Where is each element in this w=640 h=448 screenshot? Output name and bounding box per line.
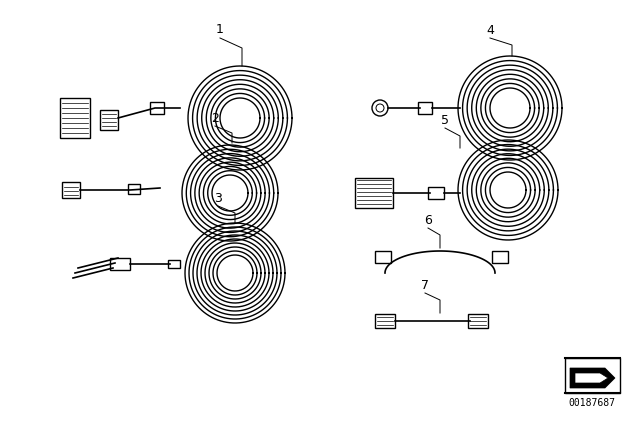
FancyBboxPatch shape — [355, 178, 393, 208]
FancyBboxPatch shape — [375, 314, 395, 328]
Text: 1: 1 — [216, 23, 224, 36]
Text: 7: 7 — [421, 279, 429, 292]
Circle shape — [376, 104, 384, 112]
FancyBboxPatch shape — [110, 258, 130, 270]
Text: 5: 5 — [441, 114, 449, 127]
Text: 00187687: 00187687 — [568, 398, 616, 408]
FancyBboxPatch shape — [60, 98, 90, 138]
Circle shape — [372, 100, 388, 116]
Bar — [565, 358, 620, 393]
FancyBboxPatch shape — [128, 184, 140, 194]
FancyBboxPatch shape — [62, 182, 80, 198]
FancyBboxPatch shape — [468, 314, 488, 328]
FancyBboxPatch shape — [492, 251, 508, 263]
FancyBboxPatch shape — [150, 102, 164, 114]
FancyBboxPatch shape — [428, 187, 444, 199]
Text: 6: 6 — [424, 214, 432, 227]
Polygon shape — [575, 373, 608, 383]
Polygon shape — [570, 368, 615, 388]
Text: 3: 3 — [214, 192, 222, 205]
FancyBboxPatch shape — [375, 251, 391, 263]
FancyBboxPatch shape — [418, 102, 432, 114]
Text: 4: 4 — [486, 24, 494, 37]
FancyBboxPatch shape — [168, 260, 180, 268]
FancyBboxPatch shape — [100, 110, 118, 130]
Text: 2: 2 — [211, 112, 219, 125]
